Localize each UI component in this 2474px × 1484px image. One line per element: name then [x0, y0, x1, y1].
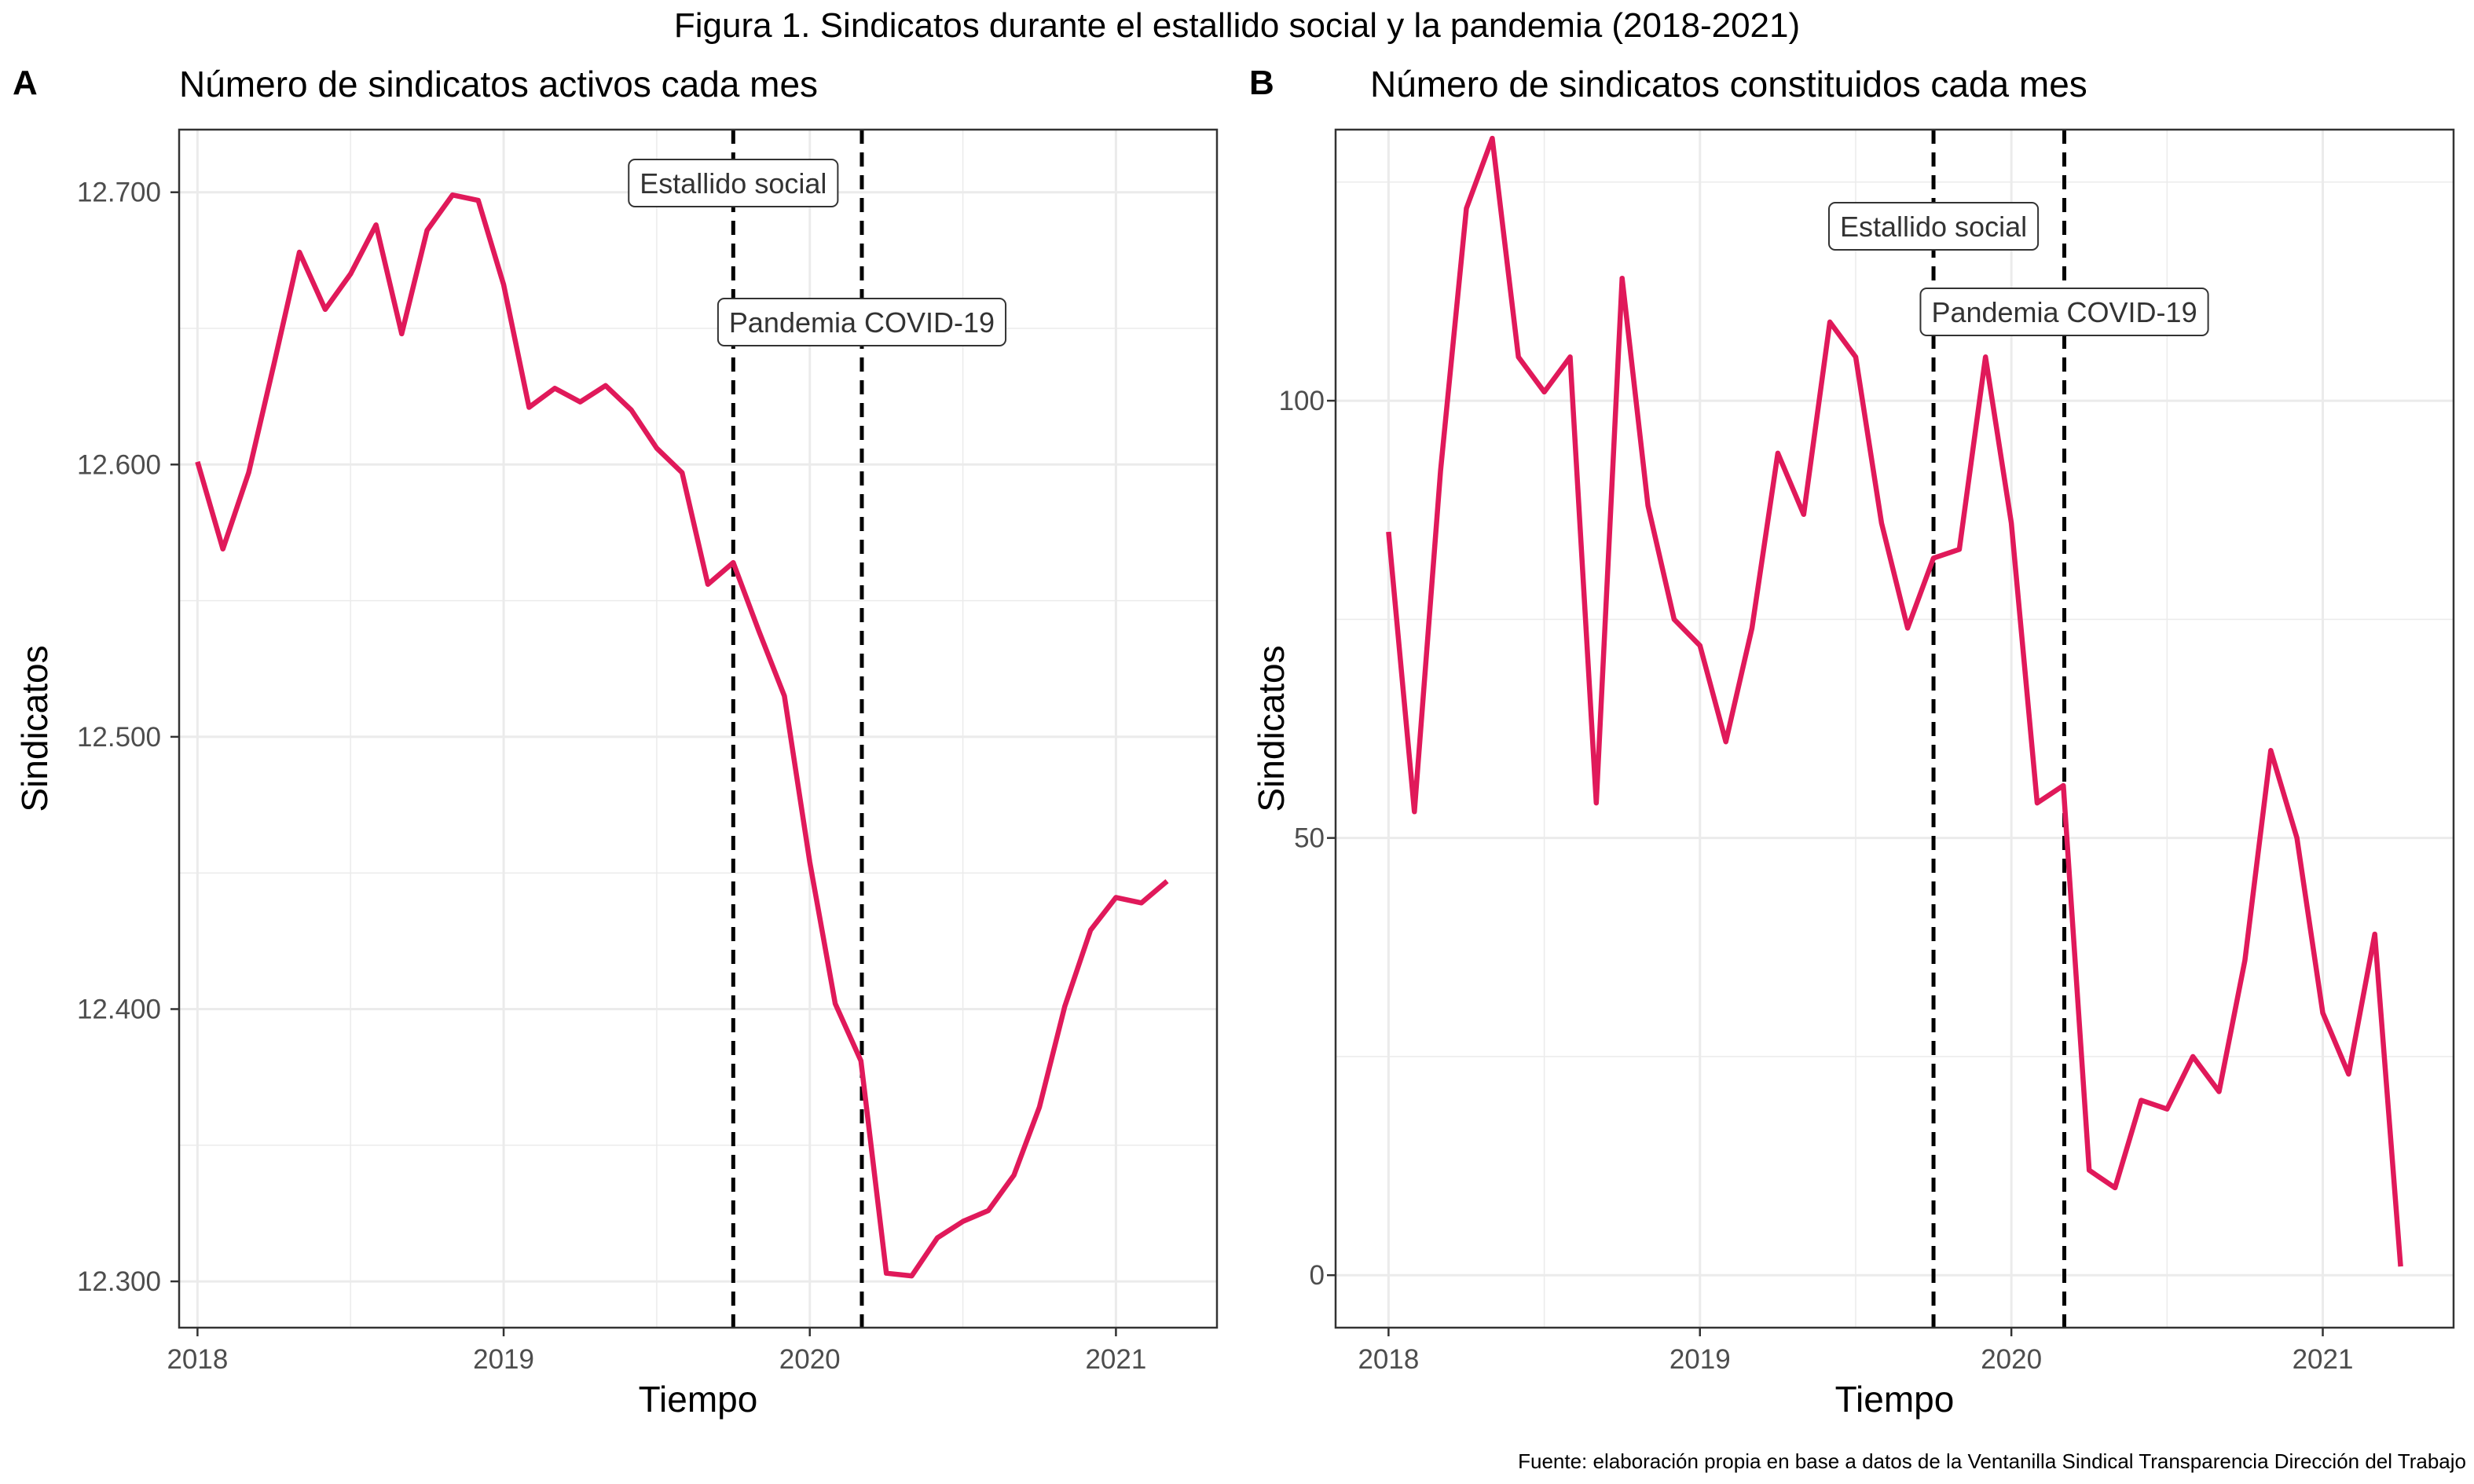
y-tick-label: 12.600	[77, 449, 161, 480]
x-tick-label: 2019	[1669, 1344, 1731, 1375]
y-axis-title: Sindicatos	[14, 645, 55, 812]
series-line	[1386, 135, 2403, 1267]
x-tick-label: 2018	[167, 1344, 228, 1375]
series-line	[195, 192, 1169, 1279]
y-tick-label: 12.700	[77, 178, 161, 208]
panel-a: A Número de sindicatos activos cada mes Es…	[13, 64, 1219, 1420]
event-label: Pandemia COVID-19	[729, 306, 995, 339]
x-tick-label: 2020	[1981, 1344, 2042, 1375]
x-tick-label: 2021	[1085, 1344, 1146, 1375]
x-axis-title: Tiempo	[1835, 1379, 1955, 1420]
chart-a-svg: A Número de sindicatos activos cada mes Es…	[13, 64, 1219, 1420]
panel-border	[178, 128, 1219, 1329]
chart-b-svg: B Número de sindicatos constituidos cada …	[1249, 64, 2455, 1420]
y-tick-label: 0	[1310, 1260, 1325, 1291]
source-note: Fuente: elaboración propia en base a dat…	[1518, 1449, 2466, 1473]
y-axis-title: Sindicatos	[1251, 645, 1292, 812]
panel-tag: A	[13, 64, 38, 102]
panel-border	[1334, 128, 2455, 1329]
y-tick-label: 100	[1279, 386, 1325, 416]
y-tick-label: 12.300	[77, 1266, 161, 1297]
panel-tag: B	[1249, 64, 1274, 102]
event-label-frame	[628, 159, 839, 207]
event-label-box: Pandemia COVID-19	[717, 298, 1007, 346]
figure-title: Figura 1. Sindicatos durante el estallid…	[673, 6, 1801, 45]
y-tick-label: 50	[1294, 823, 1325, 854]
panel-title: Número de sindicatos activos cada mes	[179, 64, 818, 104]
panel-title: Número de sindicatos constituidos cada m…	[1370, 64, 2087, 104]
event-label-box: Estallido social	[1827, 202, 2040, 251]
event-label-box: Pandemia COVID-19	[1919, 288, 2209, 336]
event-label: Estallido social	[1840, 211, 2027, 243]
event-label-box: Estallido social	[628, 159, 839, 207]
x-axis-title: Tiempo	[639, 1379, 758, 1420]
event-label: Pandemia COVID-19	[1931, 296, 2197, 328]
y-tick-label: 12.500	[77, 722, 161, 753]
event-label: Estallido social	[640, 167, 826, 200]
x-tick-label: 2018	[1358, 1344, 1419, 1375]
y-tick-label: 12.400	[77, 994, 161, 1024]
x-tick-label: 2019	[473, 1344, 534, 1375]
event-label-frame	[1919, 288, 2209, 336]
x-tick-label: 2020	[779, 1344, 841, 1375]
panel-b: B Número de sindicatos constituidos cada …	[1237, 0, 2473, 1484]
event-label-frame	[717, 298, 1007, 346]
event-label-frame	[1827, 202, 2040, 251]
x-tick-label: 2021	[2293, 1344, 2354, 1375]
